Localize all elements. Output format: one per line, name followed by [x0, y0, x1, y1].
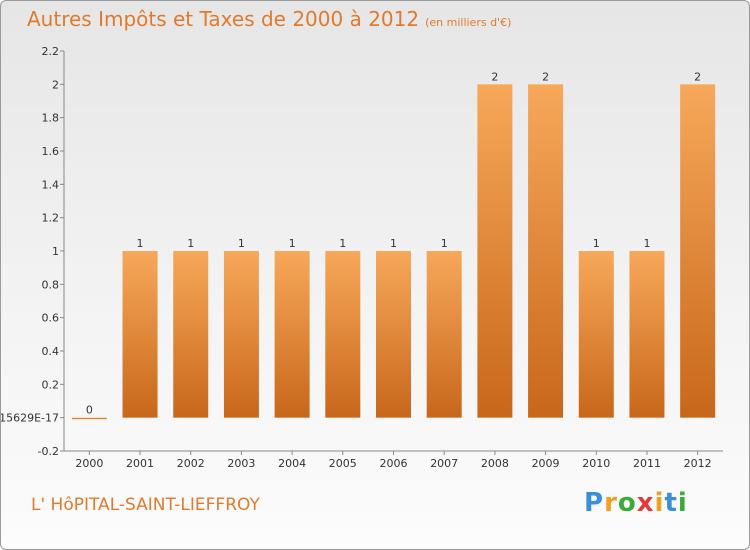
- data-label: 1: [187, 237, 194, 250]
- x-tick-label: 2005: [329, 457, 357, 470]
- logo-letter: t: [664, 488, 678, 518]
- logo-letter: i: [654, 488, 665, 518]
- y-tick-label: -1.15629E-17: [1, 412, 59, 425]
- x-tick-label: 2010: [582, 457, 610, 470]
- bar: [223, 251, 259, 418]
- data-label: 2: [542, 70, 549, 83]
- data-label: 1: [339, 237, 346, 250]
- logo-letter: o: [617, 488, 637, 518]
- x-tick-label: 2011: [633, 457, 661, 470]
- data-label: 2: [491, 70, 498, 83]
- data-label: 2: [694, 70, 701, 83]
- data-label: 1: [137, 237, 144, 250]
- y-tick-label: 1.8: [42, 112, 60, 125]
- data-label: 1: [593, 237, 600, 250]
- y-tick-label: 1.2: [42, 212, 60, 225]
- bar: [426, 251, 462, 418]
- data-label: 1: [441, 237, 448, 250]
- y-tick-label: -0.2: [38, 445, 59, 458]
- y-tick-label: 0.4: [42, 345, 60, 358]
- x-tick-label: 2012: [684, 457, 712, 470]
- x-tick-label: 2006: [380, 457, 408, 470]
- y-tick-label: 0.8: [42, 278, 60, 291]
- x-tick-label: 2002: [177, 457, 205, 470]
- data-label: 0: [86, 404, 93, 417]
- plot-area: -0.2 -1.15629E-17 0.2 0.4 0.6 0.8 1 1.2 1.4 1.6 1.…: [1, 45, 723, 470]
- y-tick-label: 1: [52, 245, 59, 258]
- bar: [173, 251, 209, 418]
- commune-name: L' HôPITAL-SAINT-LIEFFROY: [31, 495, 260, 515]
- bar: [274, 251, 310, 418]
- data-label: 1: [390, 237, 397, 250]
- data-label: 1: [643, 237, 650, 250]
- bar: [376, 251, 411, 418]
- bar: [578, 251, 614, 418]
- x-tick-label: 2004: [278, 457, 306, 470]
- bar: [629, 251, 665, 418]
- chart-title: Autres Impôts et Taxes de 2000 à 2012 (en…: [27, 7, 511, 31]
- x-tick-label: 2008: [481, 457, 509, 470]
- y-tick-label: 0.2: [42, 378, 60, 391]
- x-tick-label: 2003: [227, 457, 255, 470]
- bar: [477, 84, 513, 418]
- logo-letter: P: [584, 488, 605, 518]
- logo-letter: i: [677, 488, 688, 518]
- chart-title-unit: (en milliers d'€): [425, 16, 512, 29]
- bar: [71, 417, 107, 420]
- chart-title-main: Autres Impôts et Taxes de 2000 à 2012: [27, 7, 420, 31]
- x-tick-label: 2001: [126, 457, 154, 470]
- logo-letter: r: [604, 488, 618, 518]
- data-label: 1: [238, 237, 245, 250]
- bar: [528, 84, 564, 418]
- logo-letter: x: [636, 488, 655, 518]
- bar: [680, 84, 716, 418]
- x-tick-label: 2009: [532, 457, 560, 470]
- y-tick-label: 0.6: [42, 312, 60, 325]
- proxiti-logo: Proxiti: [584, 488, 688, 518]
- x-tick-label: 2007: [430, 457, 458, 470]
- x-tick-label: 2000: [75, 457, 103, 470]
- data-label: 1: [289, 237, 296, 250]
- bar: [325, 251, 361, 418]
- y-tick-label: 2.2: [42, 45, 60, 58]
- y-tick-label: 2: [52, 78, 59, 91]
- y-tick-label: 1.4: [42, 178, 60, 191]
- y-tick-label: 1.6: [42, 145, 60, 158]
- bar: [122, 251, 158, 418]
